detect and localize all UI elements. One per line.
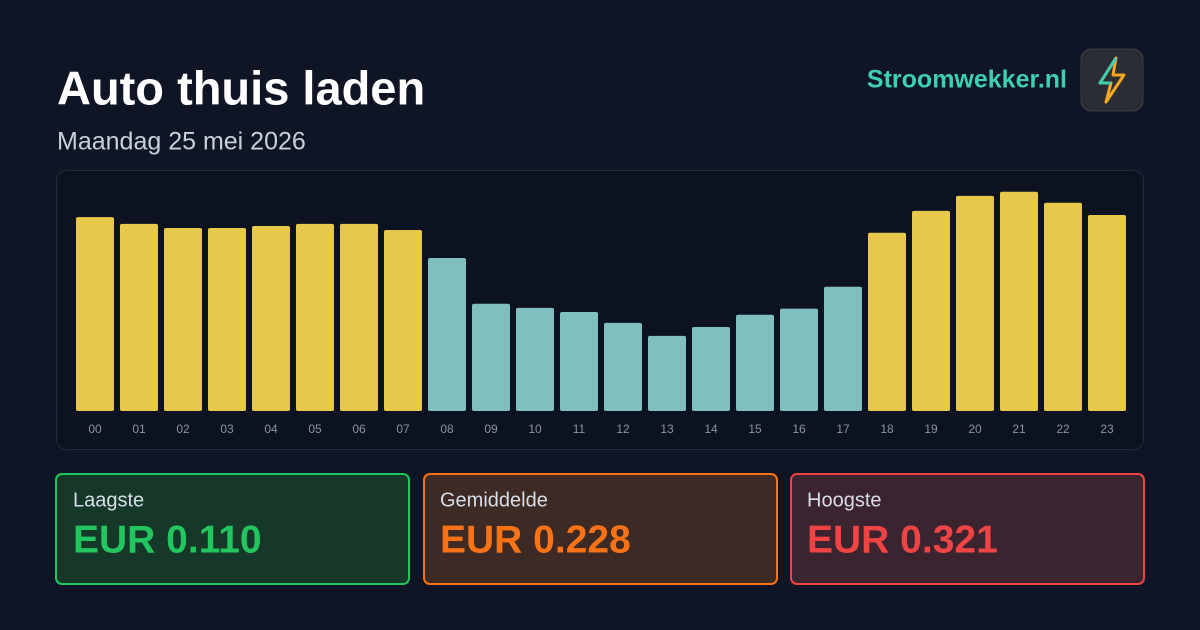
bar bbox=[1088, 215, 1126, 411]
bar bbox=[516, 307, 554, 411]
x-tick-label: 23 bbox=[1100, 422, 1114, 436]
bar bbox=[1044, 202, 1082, 411]
x-tick-label: 18 bbox=[880, 422, 894, 436]
stat-card: Gemiddelde EUR 0.228 bbox=[423, 473, 778, 585]
x-tick-label: 11 bbox=[573, 422, 586, 436]
stat-card: Laagste EUR 0.110 bbox=[55, 473, 410, 585]
title: Auto thuis laden bbox=[57, 61, 425, 114]
bar bbox=[120, 223, 158, 411]
bar bbox=[824, 286, 862, 411]
stat-label: Gemiddelde bbox=[440, 489, 548, 511]
brand-icon bbox=[1080, 48, 1144, 112]
bar-group: 00 01 02 03 04 05 06 07 08 09 10 11 12 13 14 15 16 17 18 19… bbox=[76, 191, 1126, 436]
x-tick-label: 09 bbox=[484, 422, 498, 436]
x-tick-label: 21 bbox=[1012, 422, 1026, 436]
x-tick-label: 06 bbox=[352, 422, 366, 436]
x-tick-label: 19 bbox=[924, 422, 938, 436]
x-tick-label: 05 bbox=[308, 422, 322, 436]
stat-value: EUR 0.110 bbox=[73, 518, 262, 561]
bar bbox=[780, 308, 818, 411]
x-tick-label: 16 bbox=[792, 422, 806, 436]
bar bbox=[428, 258, 466, 411]
bar bbox=[252, 225, 290, 411]
bar bbox=[648, 335, 686, 411]
brand: Stroomwekker.nl bbox=[867, 66, 1067, 94]
subtitle: Maandag 25 mei 2026 bbox=[57, 128, 306, 156]
x-tick-label: 08 bbox=[440, 422, 454, 436]
stat-card: Hoogste EUR 0.321 bbox=[790, 473, 1145, 585]
bar bbox=[912, 210, 950, 411]
bar bbox=[1000, 191, 1038, 411]
bar bbox=[472, 303, 510, 411]
bar bbox=[560, 311, 598, 411]
x-tick-label: 15 bbox=[748, 422, 762, 436]
bar bbox=[604, 322, 642, 411]
stat-label: Hoogste bbox=[807, 489, 882, 511]
bar bbox=[956, 195, 994, 411]
x-tick-label: 04 bbox=[264, 422, 278, 436]
x-tick-label: 12 bbox=[616, 422, 630, 436]
x-tick-label: 14 bbox=[704, 422, 718, 436]
stat-label: Laagste bbox=[73, 489, 144, 511]
x-tick-label: 02 bbox=[176, 422, 190, 436]
x-tick-label: 10 bbox=[528, 422, 542, 436]
x-tick-label: 17 bbox=[836, 422, 850, 436]
bar bbox=[868, 232, 906, 411]
x-tick-label: 13 bbox=[660, 422, 674, 436]
stat-value: EUR 0.321 bbox=[807, 518, 998, 561]
bar bbox=[296, 223, 334, 411]
x-tick-label: 07 bbox=[396, 422, 410, 436]
x-tick-label: 22 bbox=[1056, 422, 1070, 436]
x-tick-label: 03 bbox=[220, 422, 234, 436]
bar bbox=[208, 227, 246, 411]
x-tick-label: 00 bbox=[88, 422, 102, 436]
bar bbox=[384, 230, 422, 411]
x-tick-label: 01 bbox=[132, 422, 146, 436]
bar bbox=[340, 223, 378, 411]
x-tick-label: 20 bbox=[968, 422, 982, 436]
bar bbox=[76, 217, 114, 411]
stat-value: EUR 0.228 bbox=[440, 518, 631, 561]
bar bbox=[164, 227, 202, 411]
bar bbox=[692, 327, 730, 411]
bar bbox=[736, 314, 774, 411]
